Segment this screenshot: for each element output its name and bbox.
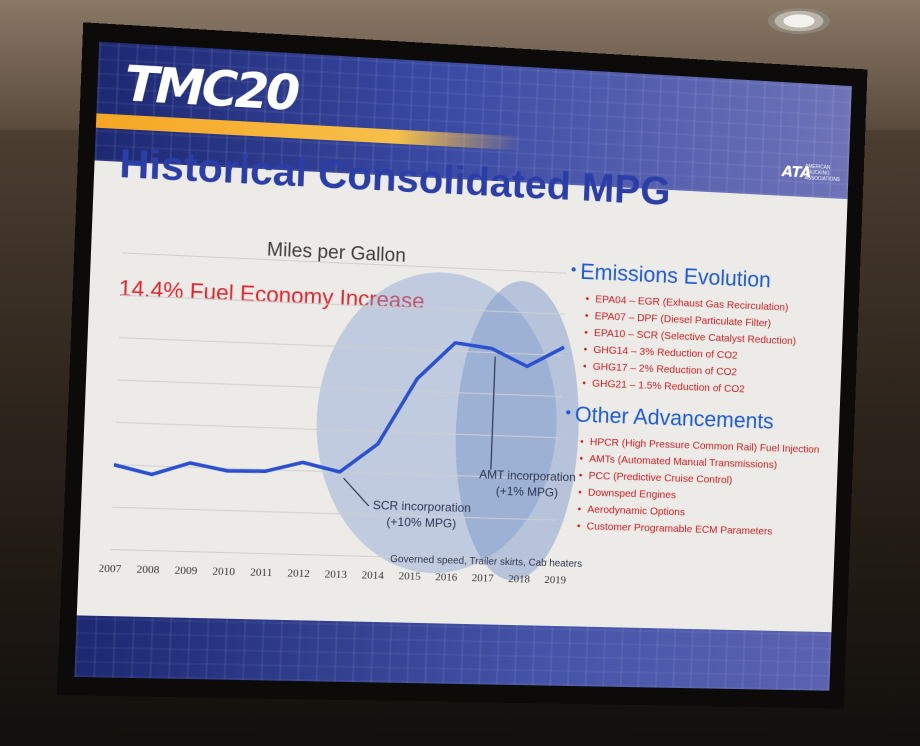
scr-annotation-label: SCR incorporation: [366, 497, 477, 516]
bullet-panel: •Emissions Evolution EPA04 – EGR (Exhaus…: [560, 258, 841, 552]
x-tick-label: 2015: [398, 570, 421, 582]
x-tick-label: 2014: [361, 569, 384, 582]
scr-annotation: SCR incorporation (+10% MPG): [366, 497, 477, 532]
emissions-list: EPA04 – EGR (Exhaust Gas Recirculation) …: [566, 290, 840, 401]
x-tick-label: 2017: [472, 572, 495, 584]
x-tick-label: 2016: [435, 571, 458, 583]
x-tick-label: 2011: [250, 567, 273, 580]
x-tick-label: 2018: [508, 573, 531, 585]
gridline: [122, 253, 567, 273]
x-tick-label: 2019: [544, 574, 567, 586]
x-tick-label: 2010: [212, 566, 235, 579]
other-list: HPCR (High Pressure Common Rail) Fuel In…: [561, 433, 835, 542]
x-tick-label: 2008: [136, 564, 160, 577]
slide: TMC20 ATA AMERICAN TRUCKING ASSOCIATIONS…: [74, 42, 851, 691]
ata-logo-subtitle: AMERICAN TRUCKING ASSOCIATIONS: [805, 164, 844, 184]
emissions-heading-text: Emissions Evolution: [580, 259, 771, 292]
slide-footer: [74, 615, 831, 690]
tmc-logo: TMC20: [124, 56, 298, 123]
other-heading-text: Other Advancements: [574, 402, 774, 434]
x-tick-label: 2012: [287, 567, 310, 580]
projector-screen: TMC20 ATA AMERICAN TRUCKING ASSOCIATIONS…: [57, 22, 868, 708]
x-tick-label: 2009: [174, 565, 198, 578]
emissions-heading: • Emissions Evolution: [570, 258, 841, 296]
x-tick-label: 2013: [324, 568, 347, 581]
mpg-line-chart: 2007 2008 2009 2010 2011 2012 2013 2014 2015 2016…: [98, 212, 588, 612]
scr-annotation-value: (+10% MPG): [366, 513, 477, 532]
ceiling-light: [768, 8, 830, 34]
other-heading: • Other Advancements: [565, 401, 836, 436]
x-tick-label: 2007: [98, 563, 122, 576]
